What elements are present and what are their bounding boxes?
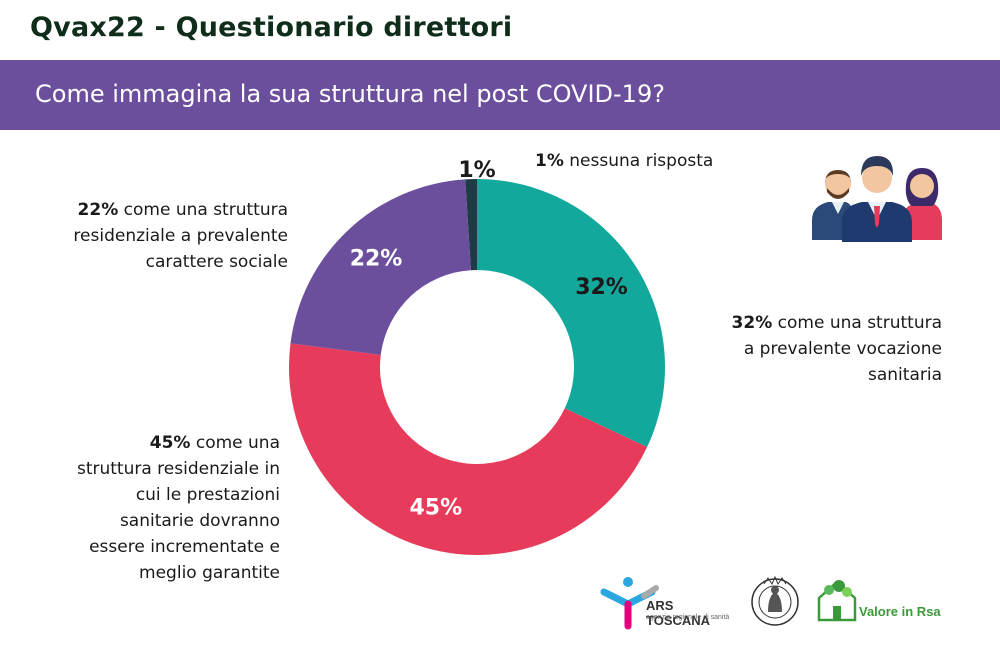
page-title: Qvax22 - Questionario direttori <box>30 12 513 43</box>
annotation-nessuna-risposta: 1% nessuna risposta <box>535 151 714 171</box>
ars-subtitle: agenzia regionale di sanità <box>646 614 730 621</box>
annotation-prestazioni-incrementate: 45% come una struttura residenziale in c… <box>76 433 280 583</box>
annotation-carattere-sociale: 22% come una struttura residenziale a pr… <box>73 200 288 272</box>
slice-value-label-4: 22% <box>350 246 403 271</box>
ars-symbol-icon <box>600 577 659 630</box>
annotation-vocazione-sanitaria: 32% come una struttura a prevalente voca… <box>731 313 942 385</box>
rsa-name: Valore in Rsa <box>859 604 941 619</box>
house-tree-icon <box>817 580 857 622</box>
slice-value-label-2: 32% <box>575 275 628 300</box>
donut-slice-1 <box>465 179 477 271</box>
unifi-seal-icon <box>751 575 799 626</box>
donut-slice-2 <box>477 179 665 448</box>
ars-toscana-logo: ARS TOSCANA agenzia regionale di sanità <box>600 574 735 632</box>
ars-name: ARS TOSCANA <box>646 598 711 628</box>
donut-slice-4 <box>290 179 471 355</box>
question-banner <box>0 60 1000 130</box>
valore-in-rsa-logo: Valore in Rsa <box>815 576 945 628</box>
people-group-icon <box>812 156 942 242</box>
slice-value-label-1: 1% <box>458 158 495 183</box>
donut-slice-3 <box>288 343 648 555</box>
question-text: Come immagina la sua struttura nel post … <box>35 80 665 108</box>
slice-value-label-3: 45% <box>410 496 463 521</box>
